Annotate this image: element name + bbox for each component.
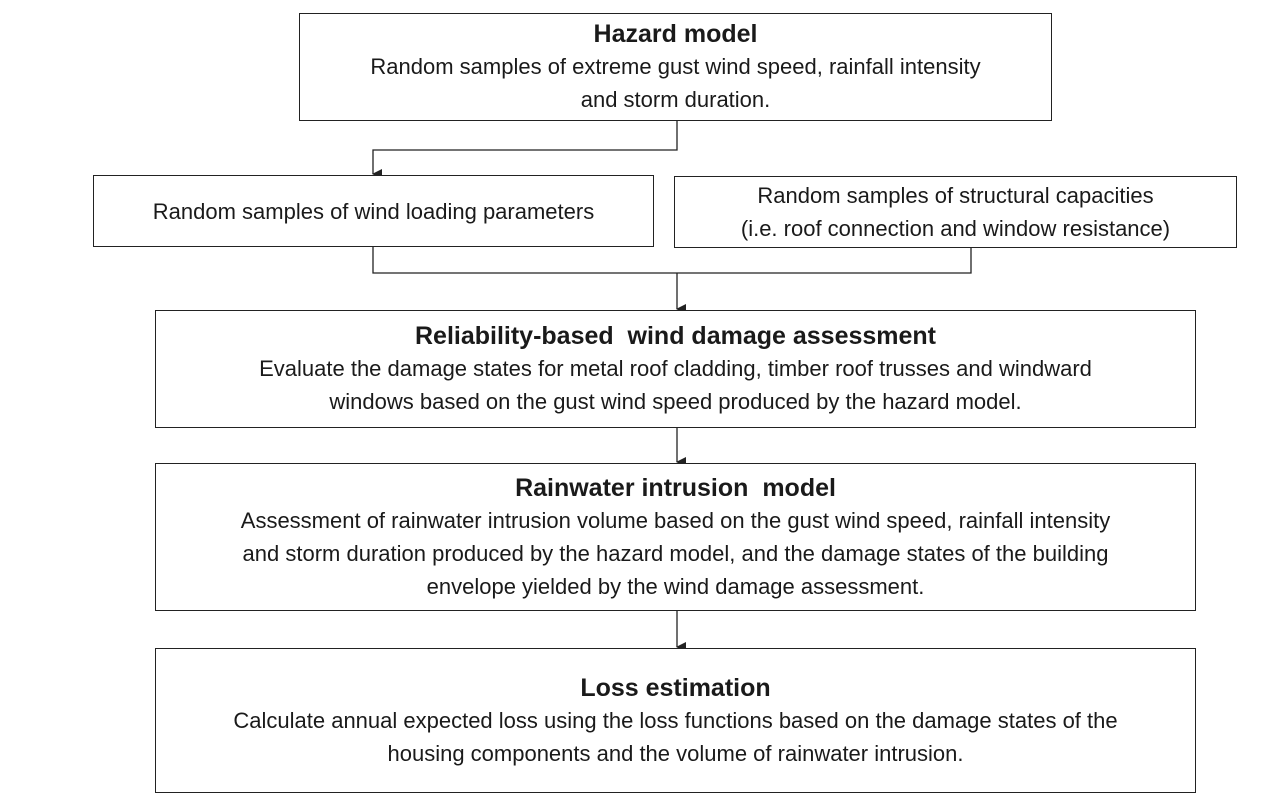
loss-estimation-box: Loss estimation Calculate annual expecte…	[155, 648, 1196, 793]
connector-merge-inputs	[372, 247, 972, 274]
hazard-model-line: Random samples of extreme gust wind spee…	[370, 54, 981, 79]
wind-loading-description: Random samples of wind loading parameter…	[153, 195, 594, 228]
reliability-assessment-line: Evaluate the damage states for metal roo…	[259, 356, 1092, 381]
hazard-model-line: and storm duration.	[580, 87, 771, 112]
reliability-assessment-title: Reliability-based wind damage assessment	[414, 322, 937, 350]
reliability-assessment-line: windows based on the gust wind speed pro…	[329, 389, 1022, 414]
structural-capacities-description: Random samples of structural capacities …	[741, 179, 1170, 245]
wind-loading-line: Random samples of wind loading parameter…	[152, 198, 595, 224]
rainwater-model-line: envelope yielded by the wind damage asse…	[426, 573, 925, 599]
reliability-assessment-description: Evaluate the damage states for metal roo…	[259, 352, 1092, 418]
hazard-model-box: Hazard model Random samples of extreme g…	[299, 13, 1052, 121]
hazard-model-description: Random samples of extreme gust wind spee…	[370, 50, 980, 116]
rainwater-model-line: and storm duration produced by the hazar…	[242, 540, 1109, 566]
rainwater-model-description: Assessment of rainwater intrusion volume…	[241, 504, 1110, 603]
connector-hazard-to-wind-loading	[372, 121, 678, 179]
wind-loading-box: Random samples of wind loading parameter…	[93, 175, 654, 247]
loss-estimation-description: Calculate annual expected loss using the…	[233, 704, 1117, 770]
structural-capacities-box: Random samples of structural capacities …	[674, 176, 1237, 248]
structural-capacities-line: Random samples of structural capacities	[757, 183, 1154, 208]
rainwater-model-title: Rainwater intrusion model	[515, 473, 836, 502]
loss-estimation-line: housing components and the volume of rai…	[387, 740, 964, 766]
loss-estimation-title: Loss estimation	[580, 673, 771, 702]
rainwater-model-line: Assessment of rainwater intrusion volume…	[240, 507, 1111, 533]
loss-estimation-line: Calculate annual expected loss using the…	[233, 707, 1118, 733]
hazard-model-title: Hazard model	[593, 20, 758, 48]
structural-capacities-line: (i.e. roof connection and window resista…	[740, 216, 1171, 241]
reliability-assessment-box: Reliability-based wind damage assessment…	[155, 310, 1196, 428]
rainwater-model-box: Rainwater intrusion model Assessment of …	[155, 463, 1196, 611]
